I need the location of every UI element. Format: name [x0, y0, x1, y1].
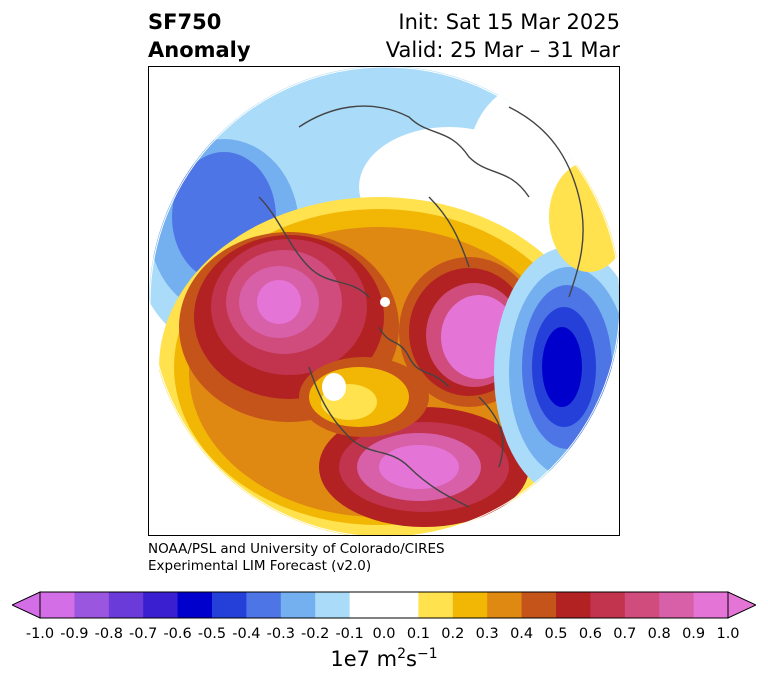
- colorbar-swatch: [212, 592, 247, 618]
- colorbar-tick-label: -0.5: [197, 626, 227, 642]
- polar-map: [149, 67, 619, 535]
- colorbar-swatch: [418, 592, 454, 618]
- units-exp-2: −1: [417, 646, 438, 662]
- colorbar-tick-label: 0.5: [544, 626, 568, 642]
- colorbar-swatch: [315, 592, 351, 618]
- credit-line-1: NOAA/PSL and University of Colorado/CIRE…: [148, 541, 445, 557]
- colorbar-tick-label: 0.6: [578, 626, 602, 642]
- colorbar-swatch: [693, 592, 729, 618]
- title-variable: SF750: [148, 10, 222, 34]
- colorbar-swatch: [659, 592, 695, 618]
- anomaly-field: [149, 67, 619, 535]
- colorbar-swatch: [177, 592, 213, 618]
- colorbar-tick-label: -0.6: [163, 626, 192, 642]
- colorbar-tick-label: 0.3: [475, 626, 499, 642]
- colorbar-tick-label: 0.8: [647, 626, 671, 642]
- colorbar-swatch: [452, 592, 488, 618]
- colorbar-tick-label: -0.2: [301, 626, 330, 642]
- units-exp-1: 2: [397, 646, 407, 662]
- colorbar-tick-label: -0.4: [232, 626, 261, 642]
- colorbar-swatch: [521, 592, 557, 618]
- colorbar-tick-label: -0.7: [129, 626, 158, 642]
- units-mid: s: [406, 647, 417, 671]
- colorbar-swatch: [280, 592, 316, 618]
- colorbar-swatch: [108, 592, 144, 618]
- colorbar-tick-label: -0.1: [335, 626, 364, 642]
- credit-line-2: Experimental LIM Forecast (v2.0): [148, 558, 372, 574]
- colorbar-swatch: [40, 592, 75, 618]
- coastlines: [258, 105, 584, 508]
- colorbar-tick-label: -0.9: [60, 626, 89, 642]
- colorbar-tick-label: 0.4: [510, 626, 534, 642]
- colorbar-swatch: [384, 592, 419, 618]
- colorbar-swatch: [556, 592, 591, 618]
- colorbar-border: [39, 591, 729, 619]
- valid-range: Valid: 25 Mar – 31 Mar: [385, 38, 620, 62]
- title-left: SF750 Anomaly: [148, 8, 251, 64]
- colorbar-swatch: [246, 592, 282, 618]
- init-date: Init: Sat 15 Mar 2025: [398, 10, 620, 34]
- colorbar-tick-label: -0.8: [94, 626, 123, 642]
- credit-text: NOAA/PSL and University of Colorado/CIRE…: [148, 541, 445, 575]
- colorbar-tick-label: 0.2: [441, 626, 465, 642]
- colorbar-tick-label: -0.3: [266, 626, 295, 642]
- colorbar-arrow-left: [12, 591, 41, 619]
- colorbar-tick-label: 1.0: [716, 626, 740, 642]
- colorbar-swatch: [487, 592, 523, 618]
- colorbar-tick-label: -1.0: [25, 626, 55, 642]
- title-right: Init: Sat 15 Mar 2025 Valid: 25 Mar – 31…: [386, 8, 620, 64]
- colorbar-units: 1e7 m2s−1: [0, 646, 768, 671]
- colorbar-swatch: [349, 592, 385, 618]
- colorbar-swatch: [590, 592, 626, 618]
- units-base: 1e7 m: [330, 647, 398, 671]
- colorbar-tick-label: 0.1: [406, 626, 430, 642]
- colorbar-swatch: [143, 592, 179, 618]
- colorbar-tick-label: 0.7: [613, 626, 637, 642]
- colorbar-swatch: [624, 592, 660, 618]
- colorbar-tick-label: 0.9: [682, 626, 706, 642]
- colorbar-tick-label: 0.0: [372, 626, 396, 642]
- colorbar-arrow-right: [727, 591, 756, 619]
- map-panel: [148, 66, 620, 536]
- colorbar: [12, 591, 756, 619]
- colorbar-swatch: [74, 592, 110, 618]
- colorbar-ticks: -1.0 -0.9 -0.8 -0.7 -0.6 -0.5 -0.4 -0.3 -0.2 -0.1…: [0, 626, 768, 644]
- title-anomaly: Anomaly: [148, 38, 251, 62]
